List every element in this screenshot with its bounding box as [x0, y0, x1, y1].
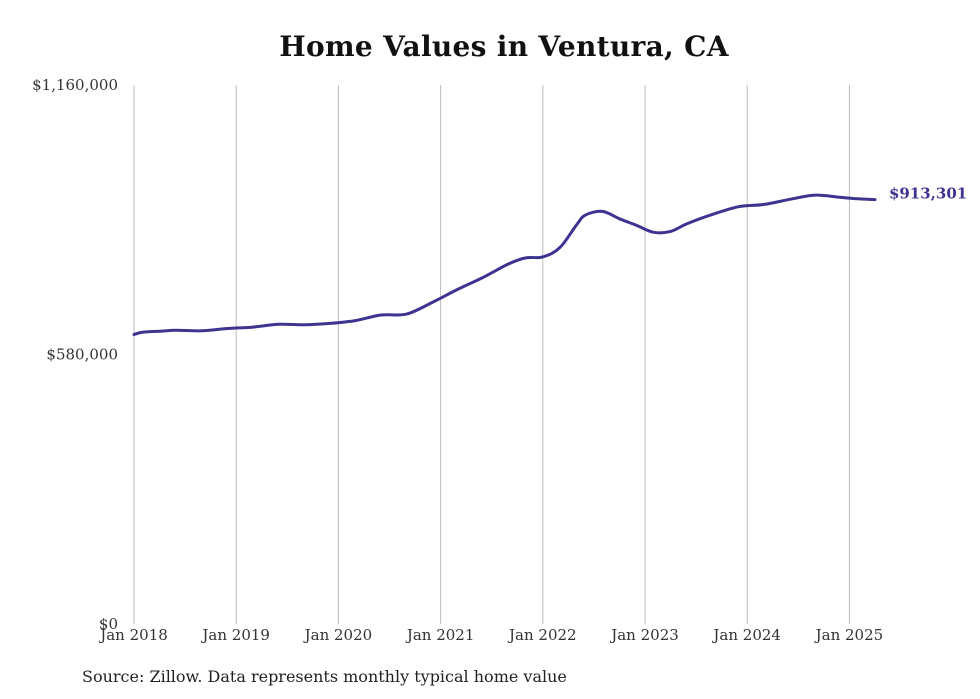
annotation-layer: $913,301	[889, 185, 967, 203]
y-tick-label: $0	[99, 615, 118, 633]
end-value-label: $913,301	[889, 185, 967, 203]
chart-title: Home Values in Ventura, CA	[279, 30, 729, 63]
y-axis-tick-labels: $0 $580,000 $1,160,000	[32, 76, 118, 633]
x-axis-tick-labels: Jan 2018 Jan 2019 Jan 2020 Jan 2021 Jan 2022…	[98, 626, 883, 644]
x-tick-label: Jan 2020	[303, 626, 373, 644]
series-layer	[132, 193, 877, 336]
x-tick-label: Jan 2023	[609, 626, 679, 644]
x-tick-label: Jan 2018	[98, 626, 168, 644]
gridlines	[133, 85, 850, 624]
source-note: Source: Zillow. Data represents monthly …	[82, 667, 567, 686]
y-tick-label: $1,160,000	[32, 76, 118, 94]
x-tick-label: Jan 2022	[507, 626, 577, 644]
series-line	[132, 193, 877, 336]
x-tick-label: Jan 2024	[711, 626, 781, 644]
x-tick-label: Jan 2019	[200, 626, 270, 644]
x-tick-label: Jan 2025	[814, 626, 884, 644]
x-tick-label: Jan 2021	[405, 626, 475, 644]
y-tick-label: $580,000	[46, 346, 118, 364]
